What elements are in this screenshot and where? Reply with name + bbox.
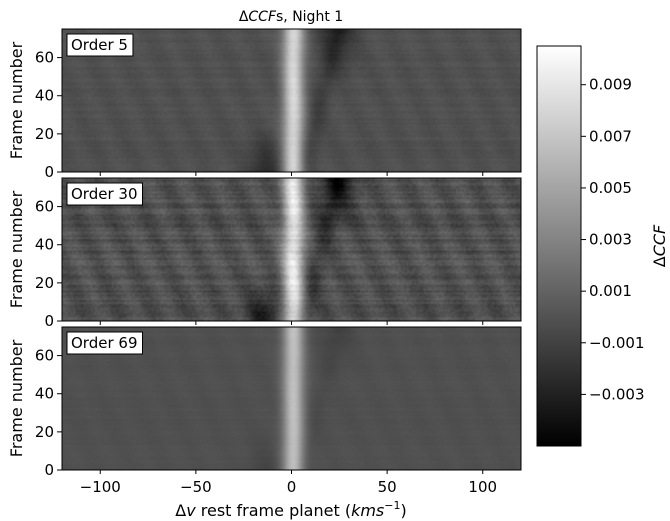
y-tick-label: 40 (35, 87, 54, 105)
colorbar-tick-label: −0.001 (589, 334, 645, 352)
heatmap-image (62, 29, 521, 172)
colorbar-label: ΔCCF (650, 224, 669, 267)
panel-label-box (66, 33, 134, 57)
panel-label: Order 69 (71, 334, 137, 352)
y-tick-label: 20 (35, 125, 54, 143)
colorbar-tick-label: −0.003 (589, 385, 645, 403)
heatmap-panel: 0 20 40 60 Frame number Order 5 (7, 28, 522, 181)
heatmap-panels: 0 20 40 60 Frame number Order 5 0 20 40 60 Frame n… (7, 28, 522, 479)
chart-title: ΔCCFs, Night 1 (239, 9, 343, 25)
heatmap-panel: 0 20 40 60 Frame number Order 30 (7, 177, 522, 330)
colorbar-tick-label: 0.003 (589, 231, 632, 249)
colorbar-tick-label: 0.005 (589, 179, 632, 197)
y-tick-label: 40 (35, 236, 54, 254)
x-tick-label: 100 (468, 478, 497, 496)
y-axis-label: Frame number (7, 41, 26, 159)
heatmap-panel: 0 20 40 60 Frame number Order 69 (7, 326, 522, 479)
x-tick-label: 0 (287, 478, 297, 496)
y-tick-label: 60 (35, 347, 54, 365)
panel-label-box (66, 182, 143, 206)
panel-label: Order 5 (71, 36, 128, 54)
x-tick-label: −50 (180, 478, 212, 496)
y-tick-label: 0 (44, 312, 54, 330)
x-axis: −100 −50 0 50 100 (80, 478, 497, 496)
y-tick-label: 40 (35, 385, 54, 403)
colorbar-tick-label: 0.001 (589, 282, 632, 300)
panel-label-box (66, 331, 143, 355)
y-tick-label: 20 (35, 423, 54, 441)
colorbar-tick-label: 0.009 (589, 76, 632, 94)
y-tick-label: 20 (35, 274, 54, 292)
colorbar-tick-label: 0.007 (589, 127, 632, 145)
y-tick-label: 60 (35, 198, 54, 216)
y-axis-label: Frame number (7, 190, 26, 308)
panel-label: Order 30 (71, 185, 137, 203)
y-axis-label: Frame number (7, 339, 26, 457)
x-tick-label: 50 (378, 478, 397, 496)
x-tick-label: −100 (80, 478, 121, 496)
x-axis-label: Δv rest frame planet (kms−1) (175, 499, 406, 520)
y-tick-label: 0 (44, 163, 54, 181)
colorbar-ticks: 0.009 0.007 0.005 0.003 0.001 −0.001 −0.003 (581, 76, 645, 403)
colorbar-gradient (536, 45, 582, 447)
colorbar: 0.009 0.007 0.005 0.003 0.001 −0.001 −0.003 ΔC… (536, 45, 669, 447)
y-tick-label: 60 (35, 49, 54, 67)
y-tick-label: 0 (44, 461, 54, 479)
